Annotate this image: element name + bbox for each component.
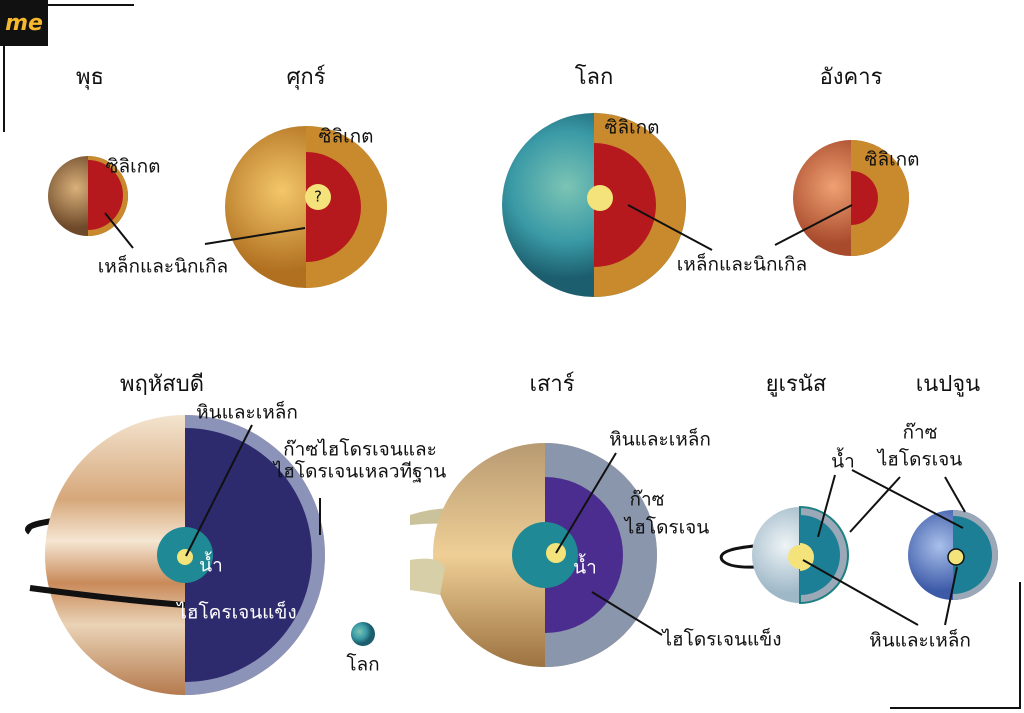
- pointer: [555, 452, 617, 554]
- layer-label: น้ำ: [199, 552, 223, 577]
- planet-name: อังคาร: [820, 65, 883, 90]
- pointer: [104, 212, 134, 249]
- pointer: [185, 424, 253, 557]
- layer-label: น้ำ: [831, 448, 855, 473]
- earth: [502, 113, 686, 297]
- planet-name: พุธ: [76, 65, 104, 90]
- planet-name: ยูเรนัส: [766, 372, 827, 397]
- layer-label: ก๊าซไฮโดรเจนและ: [283, 438, 437, 461]
- planet-name: เสาร์: [529, 372, 574, 397]
- planet-name: ศุกร์: [286, 65, 325, 90]
- pointer: [774, 204, 853, 246]
- layer-label: ซิลิเกต: [106, 156, 161, 178]
- pointers: [802, 469, 966, 626]
- uranus: [719, 505, 849, 605]
- pointer: [627, 204, 713, 251]
- layer-label: เหล็กและนิกเกิล: [98, 254, 228, 278]
- layer-label: ไฮโดรเจน: [876, 448, 963, 471]
- layer-label: ไฮโดรเจนแข็ง: [660, 627, 781, 651]
- saturn: [410, 443, 657, 667]
- mars: [793, 140, 909, 256]
- planet-name: เนปจูน: [916, 372, 980, 397]
- layer-label: ไฮโครเจนแข็ง: [175, 600, 296, 624]
- core-label: ?: [314, 188, 322, 206]
- layer-label: ซิลิเกต: [605, 117, 660, 139]
- layer-label: ซิลิเกต: [865, 149, 920, 171]
- earth-scale-label: โลก: [346, 653, 379, 676]
- neptune: [908, 510, 998, 600]
- planet-name: พฤหัสบดี: [120, 372, 204, 397]
- pointer: [591, 591, 663, 636]
- layer-label: หินและเหล็ก: [196, 400, 298, 424]
- planet-name: โลก: [575, 64, 614, 90]
- layer-label: หินและเหล็ก: [869, 628, 971, 652]
- layer-label: เหล็กและนิกเกิล: [677, 252, 807, 276]
- jupiter: [25, 415, 325, 695]
- layer-label: ก๊าซ: [629, 489, 664, 511]
- logo-box: [0, 0, 48, 46]
- venus: [225, 126, 387, 288]
- layer-label: น้ำ: [573, 554, 597, 579]
- layer-label: หินและเหล็ก: [609, 427, 711, 451]
- earth-scale: [351, 622, 375, 646]
- layer-label: ซิลิเกต: [319, 126, 374, 148]
- pointer: [204, 227, 306, 245]
- layer-label: ไฮโดรเจนเหลวทีฐาน: [272, 460, 447, 483]
- logo: me: [5, 11, 43, 36]
- layer-label: ไฮโดรเจน: [623, 516, 710, 539]
- layer-label: ก๊าซ: [902, 422, 937, 444]
